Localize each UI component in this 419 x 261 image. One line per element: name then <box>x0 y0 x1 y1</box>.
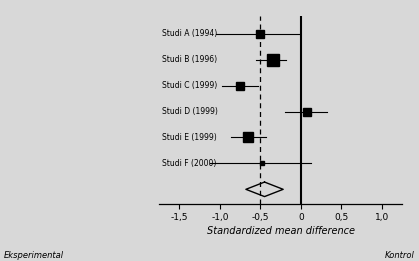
Text: Studi C (1999): Studi C (1999) <box>162 81 217 90</box>
X-axis label: Standardized mean difference: Standardized mean difference <box>207 227 355 236</box>
Text: Studi F (2000): Studi F (2000) <box>162 159 216 168</box>
Text: Kontrol: Kontrol <box>385 251 415 260</box>
Text: Studi A (1994): Studi A (1994) <box>162 29 217 38</box>
Text: Eksperimental: Eksperimental <box>4 251 64 260</box>
Text: Studi D (1999): Studi D (1999) <box>162 107 217 116</box>
Text: Studi E (1999): Studi E (1999) <box>162 133 216 142</box>
Text: Studi B (1996): Studi B (1996) <box>162 55 217 64</box>
